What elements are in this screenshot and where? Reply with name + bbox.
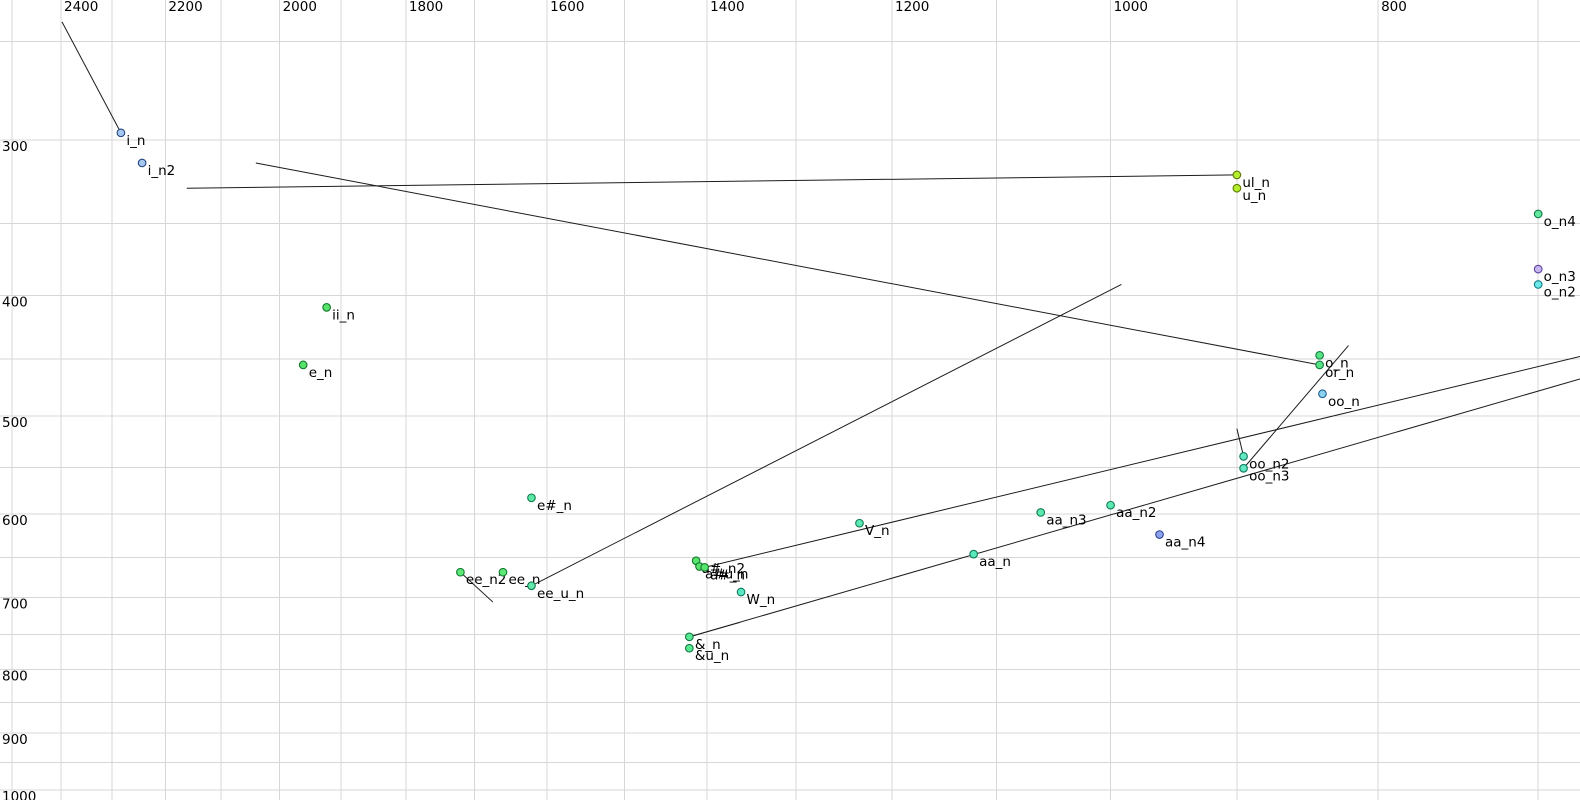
trajectory-line-&_n-short-offglide <box>689 621 741 638</box>
data-point-a#_n <box>700 562 709 572</box>
data-point-ee_u_n <box>527 581 536 591</box>
point-label-oo_n3: oo_n3 <box>1249 468 1289 484</box>
data-point-oo_n <box>1318 389 1327 399</box>
data-point-o_n3 <box>1533 264 1543 274</box>
x-tick-label: 1000 <box>1114 0 1148 15</box>
point-label-a#u_n: a#u_n <box>705 567 748 583</box>
trajectory-line-onset-to-ee_u_n <box>531 284 1122 587</box>
data-point-e_n <box>298 360 308 370</box>
x-tick-label: 2400 <box>64 0 98 15</box>
y-tick-label: 400 <box>2 294 28 310</box>
point-label-ee_u_n: ee_u_n <box>537 586 584 602</box>
data-point-o_n2 <box>1533 280 1543 289</box>
point-label-W_n: W_n <box>747 592 776 608</box>
data-point-o_n <box>1315 350 1324 360</box>
data-point-ii_n <box>322 303 331 312</box>
point-label-&_n: &_n <box>695 637 721 653</box>
trajectory-line-ee_n2-offglide <box>460 571 494 603</box>
point-label-o_n2: o_n2 <box>1544 284 1576 300</box>
point-label-i_n: i_n <box>126 133 145 149</box>
point-label-oo_n2: oo_n2 <box>1249 456 1289 472</box>
data-point-i_n2 <box>137 158 147 168</box>
data-point-aa_n3 <box>1036 508 1046 517</box>
point-label-e_n: e_n <box>309 365 333 381</box>
y-tick-label: 1000 <box>2 789 36 800</box>
data-point-ee_n2 <box>456 567 465 577</box>
x-tick-label: 1800 <box>409 0 443 15</box>
trajectory-line-onset-to-ul_n <box>186 174 1237 189</box>
point-label-aa_n: aa_n <box>979 554 1011 570</box>
trajectory-line-onset-to-oo_n3 <box>1243 345 1349 469</box>
y-tick-label: 700 <box>2 596 28 612</box>
x-tick-label: 800 <box>1381 0 1407 15</box>
x-tick-label: 1400 <box>710 0 744 15</box>
x-tick-label: 1600 <box>550 0 584 15</box>
point-label-V_n: V_n <box>865 523 890 539</box>
data-point-&u_n <box>684 643 694 653</box>
data-point-&_n <box>684 632 694 642</box>
trajectory-line-a#_n-offglide <box>704 356 1580 568</box>
data-point-or_n <box>1315 360 1324 370</box>
point-label-u_n: u_n <box>1242 188 1266 204</box>
trajectory-line-&_n-offglide <box>689 378 1580 638</box>
point-label-ee_n2: ee_n2 <box>466 572 507 588</box>
data-point-o_n4 <box>1533 209 1543 219</box>
data-point-W_n <box>736 587 746 597</box>
point-label-o_n4: o_n4 <box>1544 214 1576 230</box>
data-point-ul_n <box>1232 170 1242 180</box>
point-label-aa_n4: aa_n4 <box>1165 535 1205 551</box>
y-tick-label: 800 <box>2 669 28 685</box>
trajectory-line-onset-to-or_n <box>255 162 1320 366</box>
trajectory-line-onset-to-oo_n2 <box>1236 428 1245 457</box>
point-label-a#_n2: a#_n2 <box>702 561 745 577</box>
data-point-ee_n <box>498 567 508 577</box>
point-label-o_n: o_n <box>1325 355 1349 371</box>
point-label-or_n: or_n <box>1325 365 1354 381</box>
x-tick-label: 2200 <box>168 0 202 15</box>
y-tick-label: 500 <box>2 415 28 431</box>
point-label-a#_n: a#_n <box>710 567 745 583</box>
x-tick-label: 2000 <box>283 0 317 15</box>
trajectory-line-onset-to-i_n <box>61 21 122 134</box>
data-point-e#_n <box>527 493 536 503</box>
point-label-&u_n: &u_n <box>695 648 729 664</box>
point-label-e#_n: e#_n <box>537 498 572 514</box>
point-label-aa_n3: aa_n3 <box>1046 512 1086 528</box>
point-label-oo_n: oo_n <box>1328 394 1360 410</box>
data-point-aa_n <box>969 549 978 559</box>
data-point-oo_n3 <box>1239 463 1248 473</box>
point-label-i_n2: i_n2 <box>148 163 176 179</box>
data-point-aa_n4 <box>1155 530 1164 539</box>
y-tick-label: 900 <box>2 732 28 748</box>
data-point-aa_n2 <box>1106 500 1115 510</box>
point-label-o_n3: o_n3 <box>1544 269 1576 285</box>
y-tick-label: 600 <box>2 513 28 529</box>
data-point-u_n <box>1232 183 1242 193</box>
point-label-aa_n2: aa_n2 <box>1116 505 1156 521</box>
data-point-V_n <box>855 518 864 528</box>
point-label-ul_n: ul_n <box>1242 175 1270 191</box>
y-tick-label: 300 <box>2 139 28 155</box>
x-tick-label: 1200 <box>895 0 929 15</box>
data-point-oo_n2 <box>1239 452 1248 461</box>
data-point-i_n <box>116 128 126 138</box>
point-label-ii_n: ii_n <box>332 307 355 323</box>
